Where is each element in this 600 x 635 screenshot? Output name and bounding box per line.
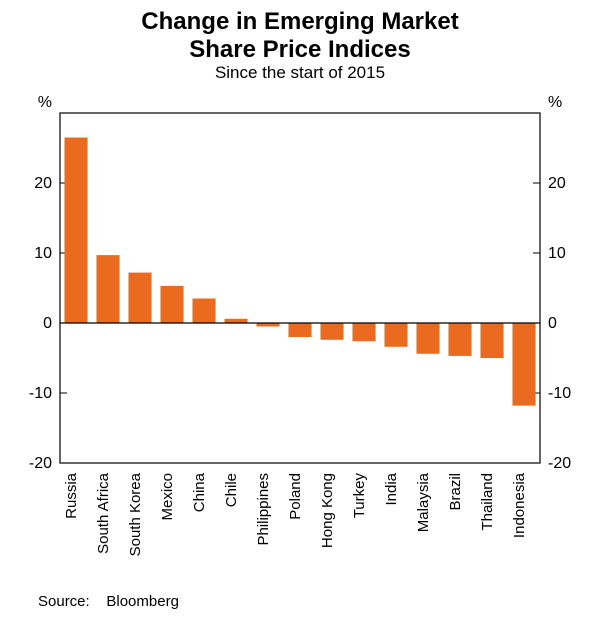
bar bbox=[160, 286, 183, 323]
source-value: Bloomberg bbox=[106, 593, 179, 610]
category-label: India bbox=[383, 473, 400, 506]
bar bbox=[384, 323, 407, 347]
category-label: Hong Kong bbox=[319, 473, 336, 548]
bar bbox=[352, 323, 375, 341]
bar bbox=[448, 323, 471, 356]
y-tick-right: 0 bbox=[548, 315, 557, 332]
source-label: Source: bbox=[38, 593, 90, 610]
source-line: Source: Bloomberg bbox=[0, 593, 600, 610]
category-label: Philippines bbox=[255, 473, 272, 546]
bar bbox=[96, 255, 119, 323]
title-line-1: Change in Emerging Market bbox=[141, 8, 458, 35]
category-label: South Africa bbox=[95, 473, 112, 555]
y-tick-left: 0 bbox=[43, 315, 52, 332]
bar bbox=[512, 323, 535, 406]
y-tick-right: 20 bbox=[548, 175, 566, 192]
bar bbox=[64, 138, 87, 324]
bar bbox=[480, 323, 503, 358]
chart-subtitle: Since the start of 2015 bbox=[0, 63, 600, 83]
y-tick-right: -20 bbox=[548, 455, 571, 472]
y-axis-label-left: % bbox=[38, 94, 52, 111]
y-tick-left: -20 bbox=[29, 455, 52, 472]
chart-container: Change in Emerging Market Share Price In… bbox=[0, 0, 600, 635]
category-label: Indonesia bbox=[511, 473, 528, 539]
bar bbox=[320, 323, 343, 340]
category-label: South Korea bbox=[127, 473, 144, 557]
bar bbox=[128, 273, 151, 323]
title-line-2: Share Price Indices bbox=[189, 36, 410, 63]
category-label: Thailand bbox=[479, 473, 496, 531]
y-tick-right: -10 bbox=[548, 385, 571, 402]
y-axis-label-right: % bbox=[548, 94, 562, 111]
bar-chart-svg: -20 -20 -10 -10 0 0 10 10 20 20%% Russia South Afri… bbox=[0, 83, 600, 593]
category-label: Chile bbox=[223, 473, 240, 507]
bar bbox=[224, 319, 247, 323]
y-tick-left: 10 bbox=[34, 245, 52, 262]
category-label: Poland bbox=[287, 473, 304, 520]
bar bbox=[416, 323, 439, 354]
y-tick-left: 20 bbox=[34, 175, 52, 192]
category-label: Malaysia bbox=[415, 473, 432, 533]
category-label: Turkey bbox=[351, 473, 368, 519]
category-label: China bbox=[191, 473, 208, 513]
bar bbox=[192, 299, 215, 324]
category-label: Mexico bbox=[159, 473, 176, 521]
y-tick-left: -10 bbox=[29, 385, 52, 402]
bar bbox=[288, 323, 311, 337]
category-label: Russia bbox=[63, 473, 80, 520]
category-label: Brazil bbox=[447, 473, 464, 511]
chart-title: Change in Emerging Market Share Price In… bbox=[0, 0, 600, 63]
y-tick-right: 10 bbox=[548, 245, 566, 262]
